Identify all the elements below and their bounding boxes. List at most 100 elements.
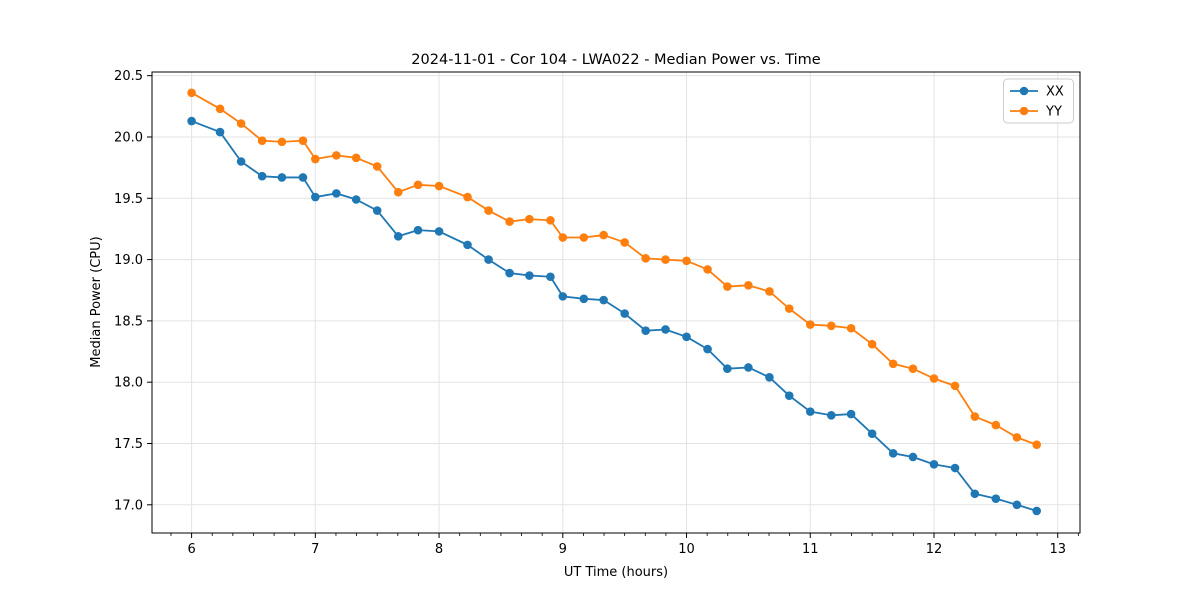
series-YY-marker bbox=[187, 88, 196, 98]
series-XX-marker bbox=[805, 407, 815, 416]
series-XX-marker bbox=[546, 272, 555, 282]
series-XX-marker bbox=[846, 409, 856, 419]
series-XX-marker bbox=[888, 449, 898, 458]
series-YY-marker bbox=[703, 265, 712, 274]
legend-label: YY bbox=[1045, 105, 1062, 120]
series-XX-marker bbox=[784, 391, 794, 400]
series-YY-marker bbox=[351, 153, 361, 163]
series-XX-marker bbox=[929, 460, 939, 469]
series-YY-marker bbox=[332, 151, 341, 160]
series-XX-marker bbox=[908, 452, 918, 462]
y-tick-label: 19.0 bbox=[114, 253, 143, 268]
series-YY-marker bbox=[484, 206, 493, 215]
series-XX-marker bbox=[950, 463, 960, 473]
series-XX-marker bbox=[661, 325, 670, 334]
series-YY-marker bbox=[505, 217, 514, 226]
series-XX-marker bbox=[765, 372, 774, 382]
series-YY-marker bbox=[1032, 440, 1041, 450]
series-YY-marker bbox=[970, 412, 980, 421]
series-YY-marker bbox=[298, 136, 308, 145]
legend-marker-sample bbox=[1019, 86, 1029, 96]
series-XX-marker bbox=[236, 157, 246, 166]
series-YY-marker bbox=[723, 282, 732, 291]
series-YY-marker bbox=[929, 374, 939, 383]
series-XX-marker bbox=[215, 127, 225, 137]
series-XX-marker bbox=[187, 116, 196, 126]
series-YY-marker bbox=[908, 364, 918, 374]
series-YY-marker bbox=[784, 304, 794, 313]
legend-marker-sample bbox=[1019, 106, 1029, 116]
y-tick-label: 17.5 bbox=[114, 437, 143, 452]
series-XX-marker bbox=[463, 240, 472, 250]
x-tick-label: 6 bbox=[187, 542, 195, 557]
series-XX-marker bbox=[723, 364, 732, 374]
series-YY-marker bbox=[579, 233, 589, 242]
series-XX-marker bbox=[579, 294, 589, 304]
chart-generated: 6 7 8 9 10 11 12 13 17.0 17.5 18.0 18.5 19.0 19.5 20.0… bbox=[114, 69, 1081, 557]
series-YY-marker bbox=[867, 339, 877, 349]
y-tick-label: 19.5 bbox=[114, 192, 143, 207]
y-tick-label: 18.0 bbox=[114, 376, 143, 391]
series-YY-marker bbox=[826, 321, 836, 331]
series-YY-marker bbox=[1012, 433, 1022, 442]
series-XX-marker bbox=[1032, 506, 1041, 516]
legend-label: XX bbox=[1046, 85, 1064, 100]
series-YY-line bbox=[191, 92, 1038, 446]
x-tick-label: 8 bbox=[435, 542, 443, 557]
series-YY-marker bbox=[846, 323, 856, 333]
series-XX-marker bbox=[505, 268, 514, 278]
series-YY-marker bbox=[805, 320, 815, 329]
y-axis-label: Median Power (CPU) bbox=[89, 236, 104, 367]
series-YY-marker bbox=[413, 180, 423, 190]
series-XX-marker bbox=[991, 494, 1001, 503]
x-axis-label: UT Time (hours) bbox=[564, 565, 668, 580]
series-XX-marker bbox=[744, 363, 753, 372]
series-YY-marker bbox=[372, 162, 382, 171]
series-XX-marker bbox=[826, 410, 836, 420]
plot-border bbox=[151, 71, 1081, 534]
legend: XX YY bbox=[1003, 78, 1074, 124]
series-XX-marker bbox=[970, 489, 980, 499]
series-YY-marker bbox=[525, 214, 534, 224]
series-YY-marker bbox=[641, 254, 650, 263]
x-tick-label: 10 bbox=[678, 542, 695, 557]
series-YY-marker bbox=[236, 119, 246, 128]
series-XX-marker bbox=[682, 332, 691, 342]
series-XX-marker bbox=[1012, 500, 1022, 510]
series-XX-marker bbox=[599, 295, 608, 305]
x-tick-label: 13 bbox=[1049, 542, 1066, 557]
y-tick-label: 20.5 bbox=[114, 69, 143, 84]
series-YY-marker bbox=[546, 216, 555, 225]
series-XX-marker bbox=[641, 326, 650, 335]
series-XX-marker bbox=[703, 344, 712, 354]
series-YY-marker bbox=[311, 154, 320, 164]
y-tick-label: 20.0 bbox=[114, 130, 143, 145]
chart-title: 2024-11-01 - Cor 104 - LWA022 - Median P… bbox=[411, 52, 820, 68]
series-YY-marker bbox=[661, 255, 670, 264]
series-XX-marker bbox=[351, 195, 361, 204]
series-XX-marker bbox=[558, 292, 568, 301]
series-XX-marker bbox=[298, 173, 308, 182]
series-XX-marker bbox=[867, 429, 877, 438]
series-YY-marker bbox=[991, 420, 1001, 430]
series-YY-marker bbox=[765, 287, 774, 296]
series-XX-marker bbox=[393, 231, 403, 241]
series-YY-marker bbox=[888, 359, 898, 369]
series-YY-marker bbox=[744, 281, 753, 290]
y-tick-label: 17.0 bbox=[114, 498, 143, 513]
series-XX-marker bbox=[413, 225, 423, 235]
series-XX-marker bbox=[257, 171, 267, 181]
series-YY-marker bbox=[558, 233, 568, 242]
series-YY-marker bbox=[215, 104, 225, 114]
series-YY-marker bbox=[463, 192, 472, 202]
x-tick-label: 7 bbox=[311, 542, 319, 557]
series-XX-marker bbox=[484, 255, 493, 264]
series-XX-marker bbox=[372, 206, 382, 215]
y-tick-label: 18.5 bbox=[114, 314, 143, 329]
series-YY-marker bbox=[434, 181, 444, 191]
series-YY-marker bbox=[393, 187, 403, 197]
series-XX-marker bbox=[525, 271, 534, 280]
series-YY-marker bbox=[599, 230, 608, 240]
